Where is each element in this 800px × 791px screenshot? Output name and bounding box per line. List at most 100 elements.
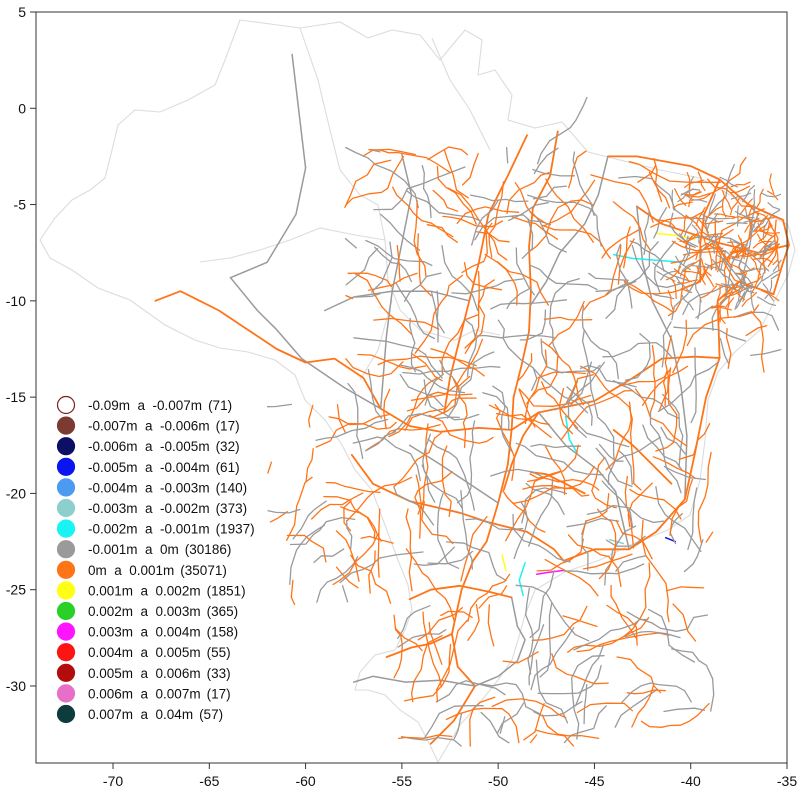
legend-label: 0m a 0.001m [88,563,174,578]
minor-road-72 [316,556,359,603]
minor-road-243 [344,159,392,208]
legend-swatch [56,643,76,662]
minor-road-93 [581,520,589,571]
minor-road-373 [396,244,401,282]
minor-road-12 [379,213,421,251]
minor-road-470 [762,283,775,302]
minor-road-322 [393,432,442,488]
minor-road-509 [742,253,764,257]
minor-road-384 [409,317,417,373]
minor-road-535 [752,216,767,233]
minor-road-305 [649,345,656,413]
minor-road-310 [566,386,593,426]
minor-road-169 [435,680,506,703]
minor-road-80 [706,178,760,216]
minor-road-513 [680,293,694,311]
minor-road-278 [292,500,327,540]
minor-road-511 [684,232,699,249]
minor-road-438 [756,267,767,287]
minor-road-182 [672,319,688,374]
minor-road-142 [543,316,593,321]
minor-road-338 [581,329,599,417]
minor-road-379 [663,465,707,481]
minor-road-239 [596,508,617,580]
x-tick-label: -65 [199,773,219,789]
minor-road-267 [669,478,694,536]
minor-road-465 [767,202,781,210]
minor-road-378 [606,604,638,646]
minor-road-466 [691,265,714,269]
minor-road-161 [623,226,631,269]
legend-swatch [56,560,76,579]
minor-road-179 [767,222,779,268]
minor-road-28 [544,444,566,496]
minor-road-494 [734,291,746,310]
minor-road-504 [764,248,778,255]
x-tick-label: -35 [777,773,797,789]
minor-road-522 [744,217,760,233]
minor-road-464 [683,245,691,266]
legend-label: -0.09m a -0.007m [88,398,202,413]
minor-road-289 [415,474,423,511]
minor-road-39 [567,380,587,438]
minor-road-393 [677,279,699,284]
legend-swatch [56,457,76,476]
minor-road-68 [567,616,650,653]
minor-road-355 [580,365,631,409]
minor-road-206 [631,244,681,289]
minor-road-222 [525,349,548,405]
minor-road-407 [700,285,718,299]
y-tick-label: -5 [14,197,27,213]
legend-swatch [56,663,76,682]
minor-road-268 [526,477,600,491]
road-segment-14 [408,584,513,601]
legend-label: 0.002m a 0.003m [88,604,201,619]
minor-road-41 [628,407,642,491]
minor-road-104 [515,584,590,642]
minor-road-327 [583,683,588,725]
road-segment-11 [562,357,721,562]
road-segment-32 [564,415,578,454]
minor-road-408 [752,189,756,211]
legend-swatch [56,437,76,456]
legend-label: 0.007m a 0.04m [88,707,193,722]
minor-road-97 [494,403,515,482]
minor-road-236 [532,213,567,253]
y-tick-label: 5 [18,4,26,20]
minor-road-200 [461,222,493,274]
minor-road-493 [750,256,762,276]
minor-road-532 [710,242,727,258]
minor-road-232 [617,449,633,485]
legend-label: -0.007m a -0.006m [88,419,210,434]
minor-road-141 [622,562,651,638]
minor-road-157 [467,573,511,622]
country-border [39,19,796,764]
minor-road-96 [374,246,413,283]
legend-count: (33) [207,666,231,681]
road-segment-20 [443,134,528,414]
minor-road-134 [685,214,724,236]
minor-road-2 [441,314,479,375]
minor-road-176 [391,413,460,434]
minor-road-192 [655,367,678,452]
legend-swatch [56,519,76,538]
minor-road-319 [648,171,671,209]
minor-road-347 [515,247,535,296]
minor-road-519 [697,298,701,320]
minor-road-528 [696,265,706,285]
minor-road-537 [721,190,732,210]
road-segment-1 [229,167,307,279]
minor-road-255 [424,373,445,406]
minor-road-184 [621,682,692,703]
minor-road-449 [752,224,773,232]
minor-road-331 [399,374,444,408]
legend-swatch [56,498,76,518]
minor-road-158 [432,375,471,418]
minor-road-42 [440,610,473,619]
minor-road-317 [478,585,508,609]
legend: -0.09m a -0.007m (71) -0.007m a -0.006m (17… [56,395,255,724]
minor-road-301 [354,293,381,298]
minor-road-502 [735,290,748,309]
minor-road-412 [766,190,779,201]
minor-road-357 [686,304,760,347]
